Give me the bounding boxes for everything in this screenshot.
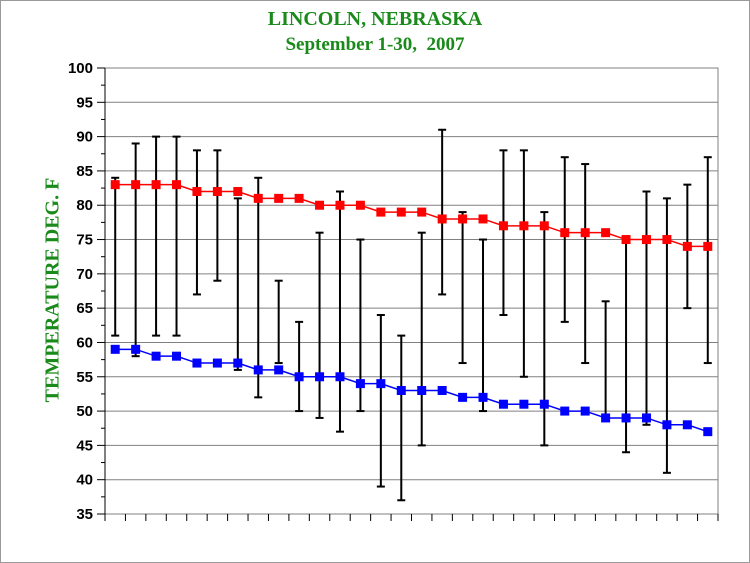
series-1-point: [458, 392, 468, 402]
series-1-point: [682, 420, 692, 430]
series-0-point: [417, 207, 427, 217]
series-1-point: [335, 372, 345, 382]
series-1-point: [376, 379, 386, 389]
series-0-point: [110, 180, 120, 190]
series-1-point: [539, 399, 549, 409]
series-0-point: [498, 221, 508, 231]
series-1-point: [131, 344, 141, 354]
axis-layer: 35 40 45 50 55 60 65 70 75 80 85 90 95 100: [68, 60, 719, 523]
series-0-point: [253, 193, 263, 203]
series-0-point: [335, 200, 345, 210]
series-1-point: [274, 365, 284, 375]
grid-layer: [104, 67, 719, 515]
series-0-point: [682, 241, 692, 251]
series-1-point: [417, 385, 427, 395]
series-1-point: [478, 392, 488, 402]
y-tick-label: 100: [68, 60, 93, 77]
series-1-point: [253, 365, 263, 375]
series-1-point: [110, 344, 120, 354]
y-tick-label: 60: [76, 334, 93, 351]
y-tick-label: 50: [76, 403, 93, 420]
y-tick-label: 70: [76, 266, 93, 283]
series-layer: [110, 180, 713, 437]
series-0-point: [621, 235, 631, 245]
series-0-point: [315, 200, 325, 210]
series-0-point: [703, 241, 713, 251]
series-0-point: [131, 180, 141, 190]
series-0-point: [641, 235, 651, 245]
y-tick-label: 95: [76, 94, 93, 111]
series-line-1: [115, 348, 709, 433]
series-1-point: [703, 427, 713, 437]
y-tick-label: 65: [76, 300, 93, 317]
series-line-0: [115, 183, 708, 248]
series-0-point: [478, 214, 488, 224]
series-0-point: [519, 221, 529, 231]
y-tick-label: 80: [76, 197, 93, 214]
range-bars-layer: [111, 128, 712, 502]
series-1-point: [437, 385, 447, 395]
series-1-point: [233, 358, 243, 368]
chart-title: LINCOLN, NEBRASKA: [267, 8, 483, 30]
series-1-point: [621, 413, 631, 423]
series-0-point: [274, 193, 284, 203]
series-1-point: [355, 379, 365, 389]
series-1-point: [294, 372, 304, 382]
series-0-point: [212, 187, 222, 197]
series-1-point: [498, 399, 508, 409]
series-1-point: [212, 358, 222, 368]
series-0-point: [376, 207, 386, 217]
series-0-point: [458, 214, 468, 224]
y-tick-label: 90: [76, 129, 93, 146]
series-0-point: [233, 187, 243, 197]
series-0-point: [560, 228, 570, 238]
series-0-point: [172, 180, 182, 190]
series-1-point: [519, 399, 529, 409]
series-0-point: [662, 235, 672, 245]
y-tick-label: 45: [76, 437, 93, 454]
series-1-point: [192, 358, 202, 368]
series-1-point: [662, 420, 672, 430]
series-1-point: [172, 351, 182, 361]
series-1-point: [641, 413, 651, 423]
series-1-point: [560, 406, 570, 416]
series-1-point: [580, 406, 590, 416]
series-0-point: [294, 193, 304, 203]
series-0-point: [580, 228, 590, 238]
y-tick-label: 85: [76, 163, 93, 180]
series-1-point: [396, 385, 406, 395]
series-1-point: [315, 372, 325, 382]
series-0-point: [192, 187, 202, 197]
series-0-point: [437, 214, 447, 224]
series-1-point: [601, 413, 611, 423]
chart-subtitle: September 1-30, 2007: [285, 34, 465, 55]
series-1-point: [151, 351, 161, 361]
series-0-point: [396, 207, 406, 217]
series-0-point: [601, 228, 611, 238]
y-tick-label: 55: [76, 369, 93, 386]
y-tick-label: 35: [76, 506, 93, 523]
series-0-point: [539, 221, 549, 231]
series-0-point: [151, 180, 161, 190]
y-tick-label: 75: [76, 232, 93, 249]
y-tick-label: 40: [76, 472, 93, 489]
series-0-point: [355, 200, 365, 210]
